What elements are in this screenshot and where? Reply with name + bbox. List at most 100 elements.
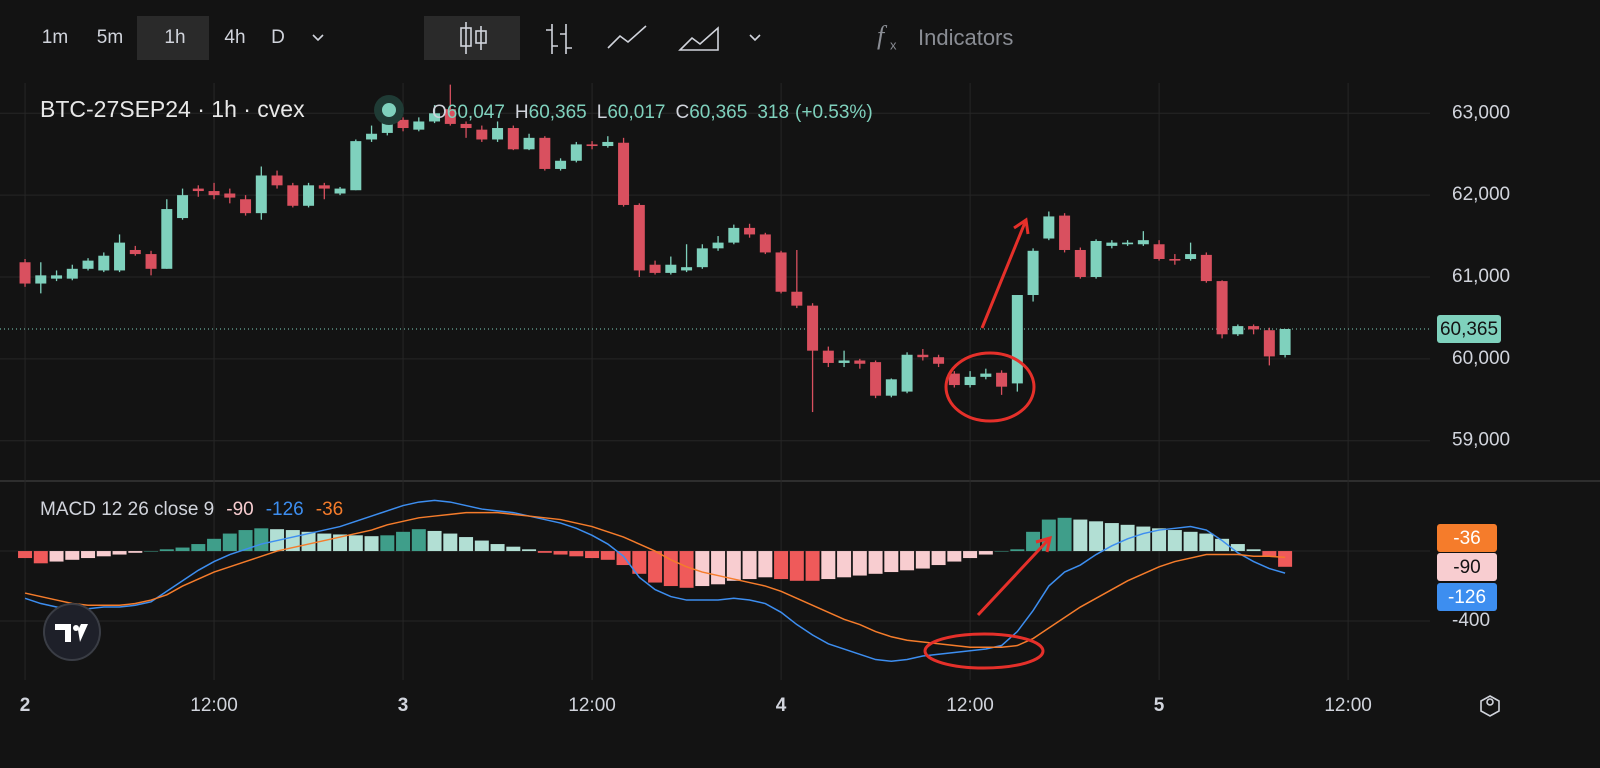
area-button[interactable] <box>678 26 719 51</box>
toolbar: f x Indicators 1m 5m 1h 4h D <box>42 16 1013 60</box>
histogram-bar <box>915 551 930 569</box>
histogram-bar <box>868 551 883 574</box>
candle-body <box>255 175 267 214</box>
histogram-bar <box>963 551 978 559</box>
candle-body <box>1279 328 1291 356</box>
active-timeframe-bg <box>137 16 209 60</box>
candle-body <box>1122 242 1134 245</box>
histogram-bar <box>522 549 537 552</box>
histogram-bar <box>317 533 332 552</box>
histogram-bar <box>490 544 505 552</box>
candle-body <box>523 137 535 150</box>
candle-body <box>1043 216 1055 239</box>
candle-body <box>759 234 771 253</box>
tv-logo[interactable] <box>43 603 101 661</box>
candle-body <box>1200 254 1212 282</box>
histogram-bar <box>600 551 615 560</box>
histogram-bar <box>18 551 33 559</box>
x-tick-label: 12:00 <box>568 695 616 716</box>
candle-body <box>1137 240 1149 245</box>
x-tick-label: 12:00 <box>1324 695 1372 716</box>
histogram-bar <box>81 551 96 559</box>
line-button[interactable] <box>607 25 647 49</box>
candle-body <box>838 360 850 363</box>
histogram-bar <box>805 551 820 581</box>
histogram-bar <box>396 531 411 552</box>
timeframe-button[interactable]: 5m <box>97 27 123 48</box>
candles-button[interactable] <box>424 16 520 60</box>
indicators-button[interactable]: Indicators <box>918 25 1013 50</box>
histogram-bar <box>191 544 206 552</box>
histogram-bar <box>96 551 111 557</box>
candle-body <box>208 191 220 196</box>
ohlc-key: O <box>432 102 447 123</box>
candle-body <box>602 141 614 147</box>
value-badge-label: -90 <box>1453 557 1480 578</box>
histogram-bar <box>144 551 159 552</box>
value-badge <box>1437 583 1497 611</box>
candle-body <box>177 195 189 219</box>
annotations <box>923 217 1052 670</box>
candle-body <box>507 128 519 150</box>
candle-body <box>996 372 1008 387</box>
x-tick-label: 2 <box>20 695 31 716</box>
chart-type-icons <box>460 22 761 54</box>
histogram-bar <box>774 551 789 580</box>
histogram-bar <box>1136 526 1151 552</box>
candle-body <box>665 264 677 273</box>
candle-body <box>1263 330 1275 357</box>
x-tick-label: 12:00 <box>946 695 994 716</box>
histogram-bar <box>348 535 363 552</box>
macd-legend-value: -90 <box>226 499 253 520</box>
histogram-bar <box>459 537 474 552</box>
histogram-bar <box>159 549 174 552</box>
value-badge-label: -126 <box>1448 587 1486 608</box>
candle-body <box>980 373 992 377</box>
candle-body <box>618 142 630 205</box>
histogram-bar <box>931 551 946 566</box>
histogram-bar <box>1152 528 1167 552</box>
settings-button[interactable] <box>1480 695 1500 717</box>
candle-body <box>870 362 882 396</box>
timeframe-button[interactable]: D <box>271 27 285 48</box>
timeframe-button[interactable]: 4h <box>224 27 245 48</box>
value-badge-label: -36 <box>1453 528 1480 549</box>
ohlc-value: 60,017 <box>607 102 665 123</box>
candle-body <box>917 354 929 358</box>
histogram-bar <box>238 530 253 552</box>
candle-body <box>1059 215 1071 250</box>
timeframe-dropdown[interactable] <box>312 34 324 42</box>
chart-type-dropdown[interactable] <box>749 34 761 42</box>
candle-body <box>728 227 740 243</box>
candle-body <box>1011 295 1023 384</box>
macd-title: MACD 12 26 close 9 <box>40 499 214 520</box>
candle-body <box>649 264 661 273</box>
bars-button[interactable] <box>546 24 572 54</box>
timeframe-button[interactable]: 1m <box>42 27 68 48</box>
candle-body <box>1153 244 1165 259</box>
candle-body <box>633 204 645 271</box>
candle-body <box>413 121 425 130</box>
timeframe-button[interactable]: 1h <box>164 27 185 48</box>
histogram-bar <box>585 551 600 559</box>
candle-body <box>854 360 866 364</box>
x-tick-label: 4 <box>776 695 787 716</box>
candle-body <box>948 373 960 386</box>
change-pct: (+0.53%) <box>795 102 873 123</box>
y-tick-label: 60,000 <box>1452 348 1510 369</box>
candle-body <box>82 260 94 269</box>
candle-body <box>35 275 47 284</box>
legend: BTC-27SEP24 · 1h · cvex <box>40 96 305 122</box>
candle-body <box>1074 249 1086 277</box>
histogram-bar <box>364 536 379 552</box>
candle-body <box>192 188 204 192</box>
candle-body <box>1106 242 1118 246</box>
y-tick-label: 63,000 <box>1452 102 1510 123</box>
candle-body <box>366 133 378 140</box>
candle-body <box>1185 254 1197 259</box>
histogram-bar <box>1120 524 1135 552</box>
last-price-badge <box>1437 314 1501 343</box>
histogram-bar <box>1183 531 1198 552</box>
